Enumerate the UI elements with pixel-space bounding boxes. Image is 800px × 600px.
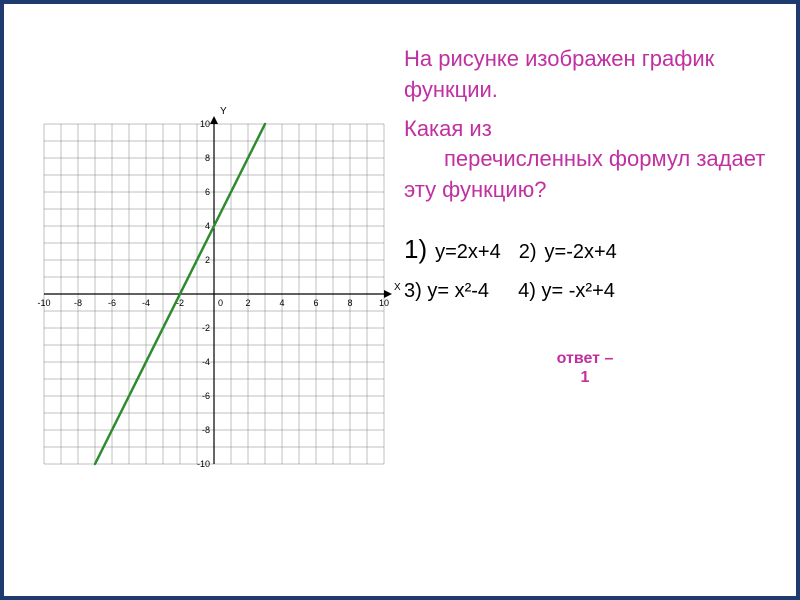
- svg-text:4: 4: [279, 298, 284, 308]
- svg-text:-10: -10: [37, 298, 50, 308]
- question-block: На рисунке изображен график функции. Как…: [404, 44, 766, 206]
- function-graph: -10-8-6-4-20246810-10-8-6-4-2246810XY: [24, 104, 404, 484]
- svg-text:-4: -4: [202, 357, 210, 367]
- svg-text:-4: -4: [142, 298, 150, 308]
- option-1-number: 1): [404, 226, 427, 273]
- svg-text:4: 4: [205, 221, 210, 231]
- options-row-2: 3) y= x²-4 4) y= -x²+4: [404, 273, 766, 309]
- option-4-number: 4): [518, 280, 536, 302]
- svg-text:-10: -10: [197, 459, 210, 469]
- svg-text:X: X: [394, 282, 401, 293]
- option-2-text: y=-2x+4: [545, 234, 617, 270]
- answer-label: ответ –: [557, 350, 614, 367]
- options-row-1: 1) y=2x+4 2) y=-2x+4: [404, 226, 766, 273]
- svg-text:-2: -2: [202, 323, 210, 333]
- svg-text:-6: -6: [108, 298, 116, 308]
- answer-block: ответ – 1: [404, 349, 766, 387]
- option-4-text: y= -x²+4: [542, 280, 615, 302]
- option-3-number: 3): [404, 280, 422, 302]
- svg-text:8: 8: [205, 153, 210, 163]
- svg-text:Y: Y: [220, 106, 227, 117]
- svg-text:6: 6: [313, 298, 318, 308]
- svg-text:2: 2: [245, 298, 250, 308]
- question-line-2a: Какая из: [404, 116, 492, 141]
- question-mark: ?: [534, 177, 546, 202]
- option-1-text: y=2x+4: [435, 234, 501, 270]
- svg-text:-8: -8: [74, 298, 82, 308]
- options-block: 1) y=2x+4 2) y=-2x+4 3) y= x²-4 4) y= -x…: [404, 226, 766, 309]
- chart-panel: -10-8-6-4-20246810-10-8-6-4-2246810XY: [4, 4, 404, 596]
- option-2-number: 2): [519, 234, 537, 270]
- slide-container: -10-8-6-4-20246810-10-8-6-4-2246810XY На…: [0, 0, 800, 600]
- svg-text:-8: -8: [202, 425, 210, 435]
- svg-text:10: 10: [200, 119, 210, 129]
- question-line-2b: перечисленных формул задает эту функцию: [404, 146, 765, 202]
- svg-text:10: 10: [379, 298, 389, 308]
- svg-text:8: 8: [347, 298, 352, 308]
- answer-value: 1: [581, 369, 590, 386]
- svg-text:2: 2: [205, 255, 210, 265]
- text-panel: На рисунке изображен график функции. Как…: [404, 4, 796, 596]
- svg-text:6: 6: [205, 187, 210, 197]
- question-line-1: На рисунке изображен график функции.: [404, 44, 766, 106]
- svg-text:0: 0: [218, 298, 223, 308]
- svg-text:-6: -6: [202, 391, 210, 401]
- option-3-text: y= x²-4: [427, 280, 489, 302]
